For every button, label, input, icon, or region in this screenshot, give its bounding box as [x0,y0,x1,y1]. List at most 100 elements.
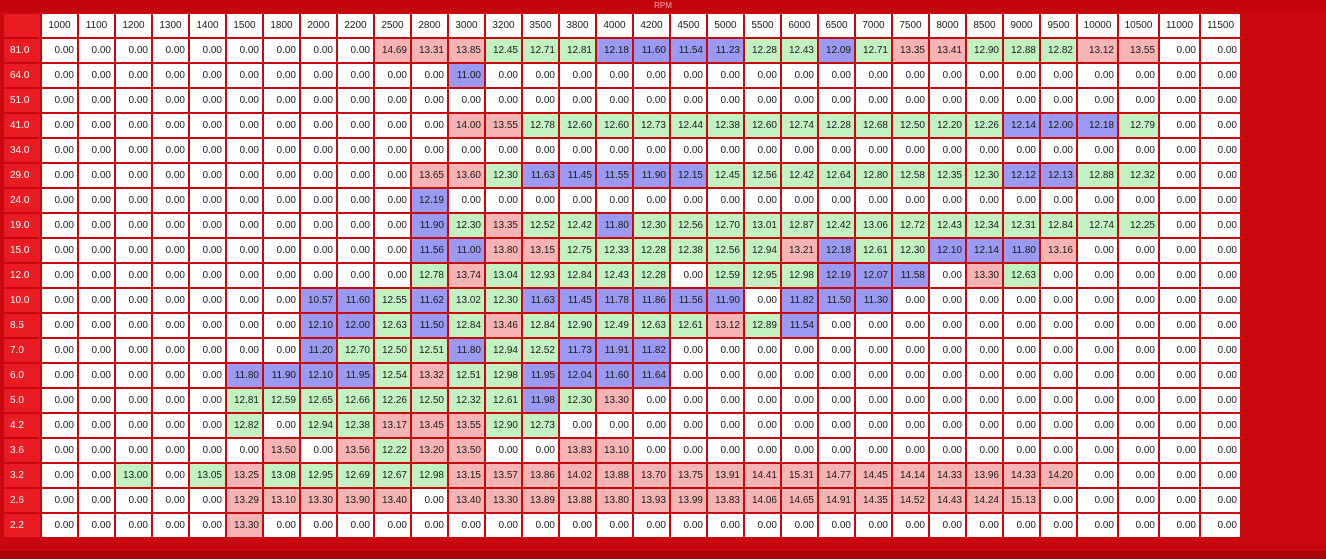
afr-cell[interactable]: 0.00 [1119,514,1158,537]
afr-cell[interactable]: 11.80 [449,339,484,362]
afr-cell[interactable]: 12.04 [560,364,595,387]
afr-cell[interactable]: 0.00 [449,514,484,537]
afr-cell[interactable]: 0.00 [634,139,669,162]
afr-cell[interactable]: 11.60 [597,364,632,387]
afr-cell[interactable]: 0.00 [264,239,299,262]
afr-cell[interactable]: 11.45 [560,164,595,187]
afr-cell[interactable]: 0.00 [338,189,373,212]
afr-cell[interactable]: 13.30 [967,264,1002,287]
afr-cell[interactable]: 0.00 [930,189,965,212]
afr-cell[interactable]: 11.98 [523,389,558,412]
afr-cell[interactable]: 0.00 [1004,514,1039,537]
afr-cell[interactable]: 0.00 [301,39,336,62]
afr-cell[interactable]: 0.00 [153,339,188,362]
rpm-column-header[interactable]: 10000 [1078,14,1117,37]
afr-cell[interactable]: 0.00 [1041,264,1076,287]
afr-cell[interactable]: 0.00 [597,64,632,87]
afr-cell[interactable]: 14.41 [745,464,780,487]
afr-cell[interactable]: 0.00 [375,64,410,87]
afr-cell[interactable]: 13.88 [560,489,595,512]
afr-cell[interactable]: 11.90 [264,364,299,387]
afr-cell[interactable]: 11.95 [338,364,373,387]
afr-cell[interactable]: 0.00 [42,514,77,537]
afr-cell[interactable]: 12.38 [708,114,743,137]
afr-cell[interactable]: 11.80 [227,364,262,387]
load-row-header[interactable]: 2.2 [4,514,40,537]
afr-cell[interactable]: 12.98 [782,264,817,287]
afr-cell[interactable]: 14.02 [560,464,595,487]
afr-cell[interactable]: 0.00 [338,214,373,237]
rpm-column-header[interactable]: 5000 [708,14,743,37]
load-row-header[interactable]: 3.6 [4,439,40,462]
afr-cell[interactable]: 12.31 [1004,214,1039,237]
afr-cell[interactable]: 0.00 [893,389,928,412]
afr-cell[interactable]: 0.00 [893,339,928,362]
afr-cell[interactable]: 0.00 [1078,364,1117,387]
afr-cell[interactable]: 12.14 [1004,114,1039,137]
afr-cell[interactable]: 13.30 [597,389,632,412]
afr-cell[interactable]: 0.00 [1004,364,1039,387]
afr-cell[interactable]: 12.42 [819,214,854,237]
afr-cell[interactable]: 0.00 [1078,339,1117,362]
afr-cell[interactable]: 0.00 [79,239,114,262]
afr-cell[interactable]: 0.00 [967,364,1002,387]
afr-cell[interactable]: 0.00 [301,239,336,262]
afr-cell[interactable]: 12.54 [375,364,410,387]
afr-cell[interactable]: 15.31 [782,464,817,487]
afr-cell[interactable]: 0.00 [190,364,225,387]
afr-cell[interactable]: 12.93 [523,264,558,287]
afr-cell[interactable]: 0.00 [745,414,780,437]
afr-cell[interactable]: 0.00 [1119,364,1158,387]
afr-cell[interactable]: 12.26 [967,114,1002,137]
afr-cell[interactable]: 0.00 [1201,389,1240,412]
afr-cell[interactable]: 13.30 [301,489,336,512]
afr-cell[interactable]: 12.50 [375,339,410,362]
afr-cell[interactable]: 0.00 [227,264,262,287]
afr-cell[interactable]: 0.00 [930,264,965,287]
afr-cell[interactable]: 12.74 [1078,214,1117,237]
afr-cell[interactable]: 13.12 [1078,39,1117,62]
afr-cell[interactable]: 0.00 [1201,89,1240,112]
afr-cell[interactable]: 0.00 [893,139,928,162]
afr-cell[interactable]: 0.00 [708,89,743,112]
afr-cell[interactable]: 0.00 [819,89,854,112]
afr-cell[interactable]: 11.80 [1004,239,1039,262]
load-row-header[interactable]: 10.0 [4,289,40,312]
afr-cell[interactable]: 0.00 [116,489,151,512]
afr-cell[interactable]: 0.00 [967,289,1002,312]
afr-cell[interactable]: 0.00 [634,189,669,212]
afr-cell[interactable]: 0.00 [819,64,854,87]
afr-cell[interactable]: 0.00 [301,89,336,112]
rpm-column-header[interactable]: 4500 [671,14,706,37]
afr-cell[interactable]: 0.00 [708,439,743,462]
afr-cell[interactable]: 0.00 [42,89,77,112]
afr-cell[interactable]: 0.00 [967,439,1002,462]
afr-cell[interactable]: 0.00 [597,89,632,112]
afr-cell[interactable]: 12.58 [893,164,928,187]
afr-cell[interactable]: 13.70 [634,464,669,487]
afr-cell[interactable]: 0.00 [1004,414,1039,437]
afr-cell[interactable]: 12.61 [856,239,891,262]
afr-cell[interactable]: 0.00 [671,514,706,537]
afr-cell[interactable]: 13.50 [449,439,484,462]
rpm-column-header[interactable]: 2800 [412,14,447,37]
afr-cell[interactable]: 0.00 [819,514,854,537]
afr-cell[interactable]: 0.00 [227,139,262,162]
rpm-column-header[interactable]: 4200 [634,14,669,37]
afr-cell[interactable]: 0.00 [486,514,521,537]
afr-cell[interactable]: 0.00 [153,89,188,112]
afr-cell[interactable]: 0.00 [338,139,373,162]
afr-cell[interactable]: 0.00 [301,114,336,137]
bottom-scrollbar[interactable] [0,551,1326,559]
afr-cell[interactable]: 13.46 [486,314,521,337]
afr-cell[interactable]: 0.00 [1160,264,1199,287]
afr-cell[interactable]: 12.44 [671,114,706,137]
afr-cell[interactable]: 0.00 [338,89,373,112]
afr-cell[interactable]: 0.00 [79,339,114,362]
afr-cell[interactable]: 0.00 [819,139,854,162]
afr-cell[interactable]: 12.60 [745,114,780,137]
afr-cell[interactable]: 12.60 [560,114,595,137]
afr-cell[interactable]: 14.14 [893,464,928,487]
load-row-header[interactable]: 8.5 [4,314,40,337]
afr-cell[interactable]: 0.00 [190,289,225,312]
